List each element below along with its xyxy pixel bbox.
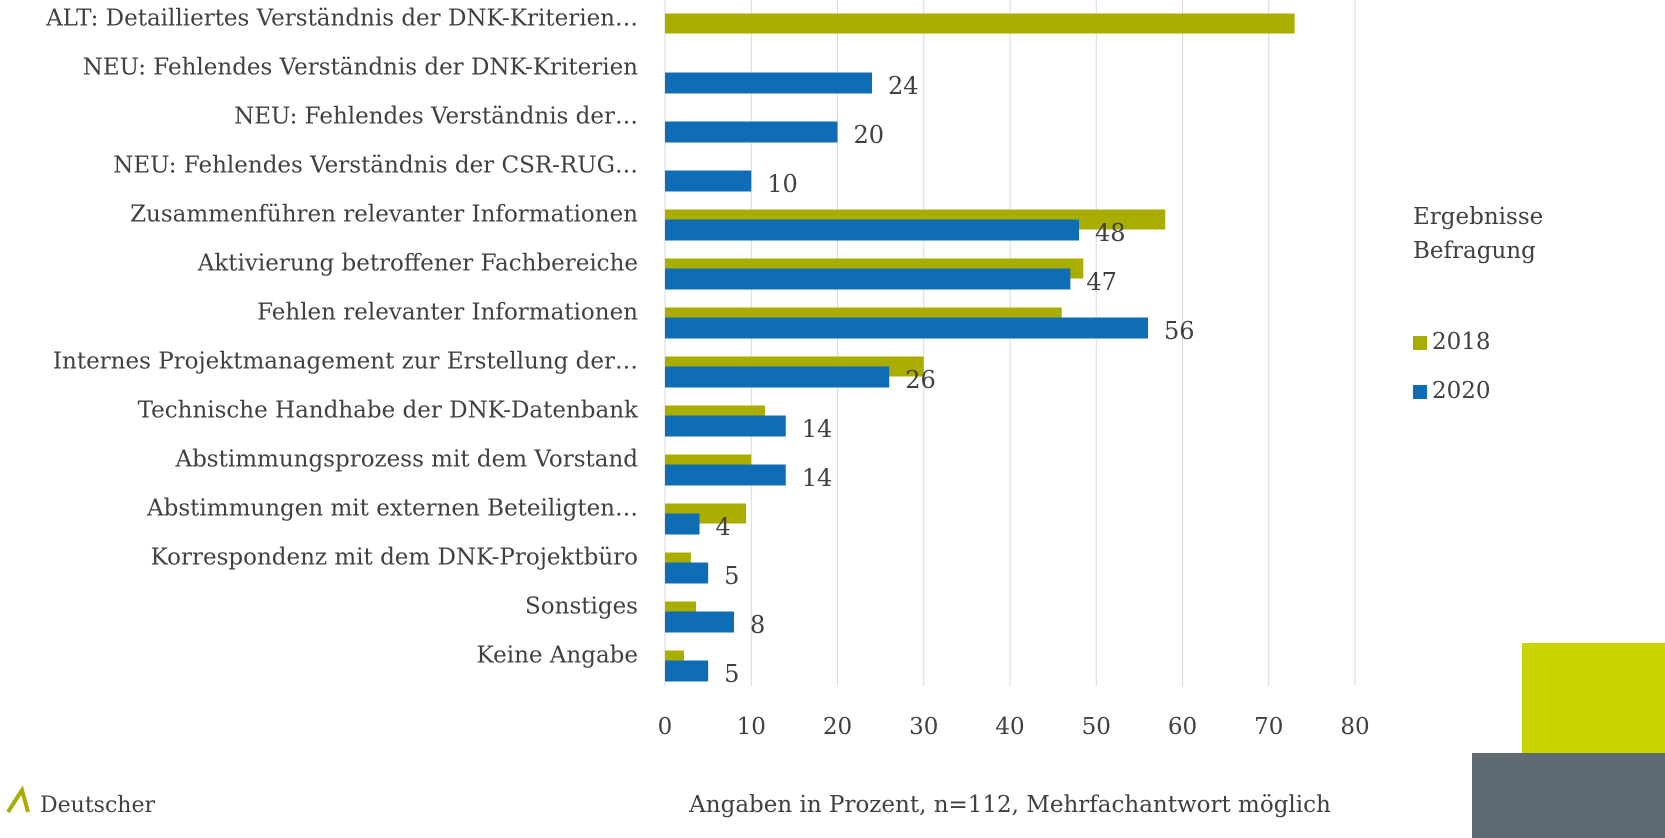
x-tick-label: 70	[1254, 714, 1283, 740]
x-tick-label: 20	[823, 714, 852, 740]
x-tick-label: 10	[737, 714, 766, 740]
y-tick-label: Fehlen relevanter Informationen	[257, 300, 638, 326]
legend-swatch	[1413, 385, 1427, 399]
y-tick-label: Aktivierung betroffener Fachbereiche	[197, 251, 638, 277]
bar	[665, 464, 786, 486]
y-tick-label: Keine Angabe	[477, 643, 638, 669]
bar	[665, 611, 734, 633]
y-tick-label: Abstimmungen mit externen Beteiligten…	[146, 496, 638, 522]
bar	[665, 562, 709, 584]
value-label: 48	[1095, 219, 1126, 247]
logo-mark	[6, 785, 30, 814]
value-label: 20	[854, 121, 885, 149]
x-tick-label: 40	[995, 714, 1024, 740]
bar	[665, 415, 786, 437]
bar	[665, 170, 752, 192]
y-tick-label: Internes Projektmanagement zur Erstellun…	[53, 349, 638, 375]
bar	[665, 660, 709, 682]
value-label: 56	[1164, 317, 1195, 345]
y-tick-label: Technische Handhabe der DNK-Datenbank	[138, 398, 639, 424]
value-label: 8	[750, 611, 765, 639]
value-label: 5	[724, 660, 739, 688]
legend-swatch	[1413, 336, 1427, 350]
legend-label: 2018	[1432, 329, 1491, 355]
bar	[665, 121, 838, 143]
bar	[665, 72, 872, 94]
deco-block	[1472, 753, 1665, 838]
bar	[665, 317, 1148, 339]
bar	[665, 268, 1071, 290]
value-label: 4	[716, 513, 731, 541]
x-tick-label: 60	[1168, 714, 1197, 740]
value-label: 5	[724, 562, 739, 590]
y-tick-label: Abstimmungsprozess mit dem Vorstand	[174, 447, 638, 473]
x-axis-label: Angaben in Prozent, n=112, Mehrfachantwo…	[688, 792, 1331, 818]
y-tick-label: Sonstiges	[525, 594, 638, 620]
bar	[665, 366, 890, 388]
y-tick-label: NEU: Fehlendes Verständnis der CSR-RUG…	[113, 153, 638, 179]
y-tick-label: ALT: Detailliertes Verständnis der DNK-K…	[45, 6, 638, 32]
x-tick-label: 80	[1340, 714, 1369, 740]
value-label: 14	[802, 464, 833, 492]
y-tick-label: Zusammenführen relevanter Informationen	[130, 202, 638, 228]
deco-block	[1522, 643, 1665, 753]
logo-text: Deutscher	[40, 793, 155, 818]
y-tick-label: Korrespondenz mit dem DNK-Projektbüro	[151, 545, 638, 571]
x-tick-label: 30	[909, 714, 938, 740]
legend-title: Ergebnisse Befragung	[1413, 204, 1544, 264]
x-tick-label: 0	[658, 714, 673, 740]
value-label: 14	[802, 415, 833, 443]
y-tick-label: NEU: Fehlendes Verständnis der DNK-Krite…	[83, 55, 638, 81]
value-label: 26	[905, 366, 936, 394]
legend-label: 2020	[1432, 378, 1491, 404]
bar	[665, 513, 700, 535]
x-tick-label: 50	[1082, 714, 1111, 740]
value-label: 24	[888, 72, 919, 100]
value-label: 10	[767, 170, 798, 198]
value-label: 47	[1086, 268, 1117, 296]
bar	[665, 13, 1295, 34]
y-tick-label: NEU: Fehlendes Verständnis der…	[234, 104, 638, 130]
bar	[665, 219, 1079, 241]
